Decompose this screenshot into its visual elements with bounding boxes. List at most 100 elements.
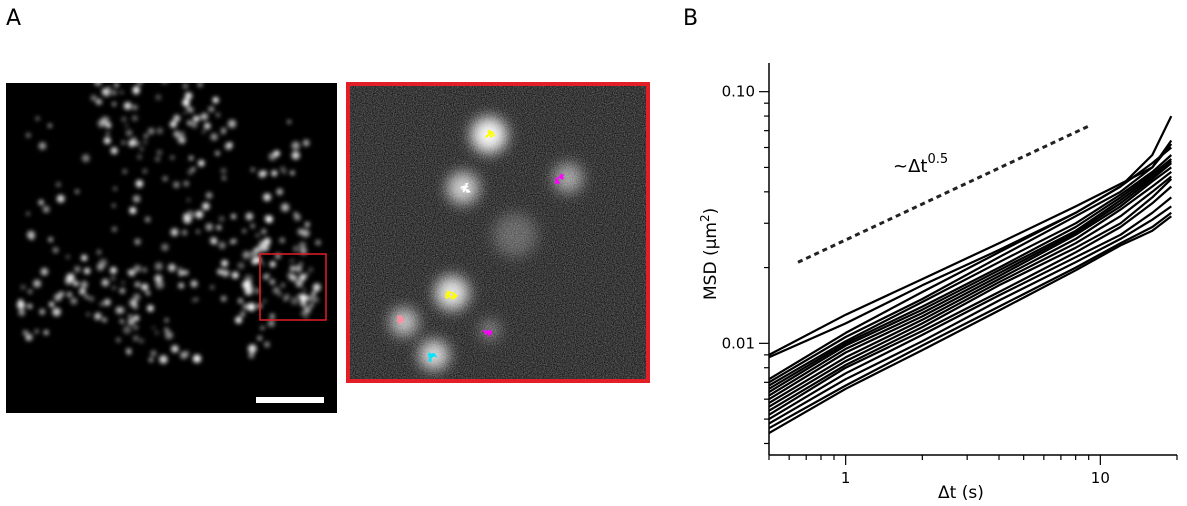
fluorescent-spot <box>133 293 141 301</box>
fluorescent-spot <box>73 266 81 273</box>
particle-spot <box>553 163 583 193</box>
fluorescent-spot <box>110 147 118 155</box>
fluorescent-spot <box>304 272 309 277</box>
fluorescent-spot <box>26 230 36 239</box>
fluorescent-spot <box>182 83 189 89</box>
fluorescent-spot <box>135 179 144 188</box>
fluorescent-spot <box>182 98 190 107</box>
fluorescent-spot <box>207 106 214 113</box>
fluorescent-spot <box>155 156 161 162</box>
fluorescent-spot <box>170 155 175 160</box>
fluorescent-spot <box>25 336 31 341</box>
fluorescent-spot <box>56 194 65 203</box>
fluorescent-spot <box>155 280 164 289</box>
fluorescent-spot <box>127 351 131 355</box>
fluorescent-spot <box>247 281 252 286</box>
fluorescent-spot <box>178 270 184 276</box>
fluorescent-spot <box>128 314 133 319</box>
fluorescent-spot <box>282 170 287 174</box>
fluorescent-spot <box>111 90 117 96</box>
fluorescent-spot <box>312 283 321 292</box>
fluorescent-spot <box>304 222 310 227</box>
fluorescent-spot <box>311 291 316 296</box>
fluorescent-spot <box>181 229 188 236</box>
fluorescent-spot <box>221 131 225 135</box>
fluorescent-spot <box>254 288 261 294</box>
fluorescent-spot <box>66 291 73 298</box>
fluorescent-spot <box>191 298 196 303</box>
microscopy-background <box>6 83 337 413</box>
fluorescent-spot <box>81 154 90 163</box>
fluorescent-spot <box>127 318 135 326</box>
fluorescent-spot <box>215 151 220 156</box>
x-axis-label: Δt (s) <box>938 483 984 503</box>
fluorescent-spot <box>100 116 110 125</box>
particle-track <box>444 289 459 300</box>
fluorescent-spot <box>48 237 53 242</box>
fluorescent-spot <box>38 199 44 206</box>
fluorescent-spot <box>269 279 275 285</box>
particle-trajectories <box>397 129 565 363</box>
x-tick-label: 10 <box>1091 469 1110 487</box>
panel-b-label: B <box>683 6 699 31</box>
fluorescent-spot <box>294 213 301 221</box>
fluorescent-spot <box>155 331 159 335</box>
msd-curve <box>768 178 1173 412</box>
fluorescent-spot <box>43 330 49 335</box>
fluorescent-spot <box>165 331 173 340</box>
fluorescent-spot <box>26 212 30 216</box>
fluorescent-spot <box>180 351 188 359</box>
msd-curve <box>768 205 1172 425</box>
fluorescent-spot <box>183 111 187 115</box>
fluorescent-spot <box>227 142 233 148</box>
fluorescent-spot <box>292 245 300 252</box>
fluorescent-spot <box>269 313 275 319</box>
particle-spot <box>480 320 500 340</box>
fluorescent-spot <box>132 104 138 110</box>
particle-spot <box>447 172 479 204</box>
particle-spot <box>390 308 418 336</box>
fluorescent-spot <box>212 97 219 104</box>
msd-curve <box>768 139 1173 384</box>
region-of-interest-box <box>259 253 327 321</box>
fluorescent-spot <box>101 278 110 287</box>
fluorescent-spot <box>39 308 46 315</box>
fluorescent-spot <box>238 298 243 304</box>
y-axis-label: MSD (μm2) <box>698 208 721 300</box>
fluorescent-spot <box>302 288 306 292</box>
fluorescent-spot <box>164 327 169 332</box>
fluorescent-spot <box>250 249 259 258</box>
msd-curve <box>768 211 1172 430</box>
fluorescent-spot <box>145 216 151 223</box>
fluorescent-spot <box>129 298 138 307</box>
fluorescent-spot <box>195 210 204 219</box>
fluorescent-spot <box>154 262 163 271</box>
fluorescent-spot <box>161 243 169 251</box>
fluorescent-spot <box>216 113 220 117</box>
msd-curve <box>768 196 1172 421</box>
fluorescent-spot <box>280 203 290 212</box>
fluorescent-spot <box>128 269 136 277</box>
fluorescent-spot <box>304 315 309 319</box>
fluorescent-spot <box>262 298 267 304</box>
fluorescent-spot <box>94 312 102 319</box>
fluorescent-spot <box>133 335 139 342</box>
fluorescent-spot <box>297 293 303 299</box>
fluorescent-spot <box>123 102 132 110</box>
msd-curve <box>768 185 1173 416</box>
particle-track <box>554 173 565 185</box>
fluorescent-spot <box>260 262 265 266</box>
fluorescent-spot <box>40 267 49 276</box>
fluorescent-spot <box>54 293 62 302</box>
fluorescent-spot <box>159 355 168 364</box>
fluorescent-spot <box>178 282 185 289</box>
msd-curve <box>768 175 1172 408</box>
zoom-inset <box>346 82 650 383</box>
fluorescent-spot <box>188 155 194 161</box>
fluorescent-spot <box>80 280 88 289</box>
fluorescent-spot <box>139 338 144 344</box>
fluorescent-spot <box>272 287 280 294</box>
fluorescent-spot <box>291 151 300 160</box>
fluorescent-spot <box>303 306 311 314</box>
fluorescent-spot <box>132 195 141 203</box>
